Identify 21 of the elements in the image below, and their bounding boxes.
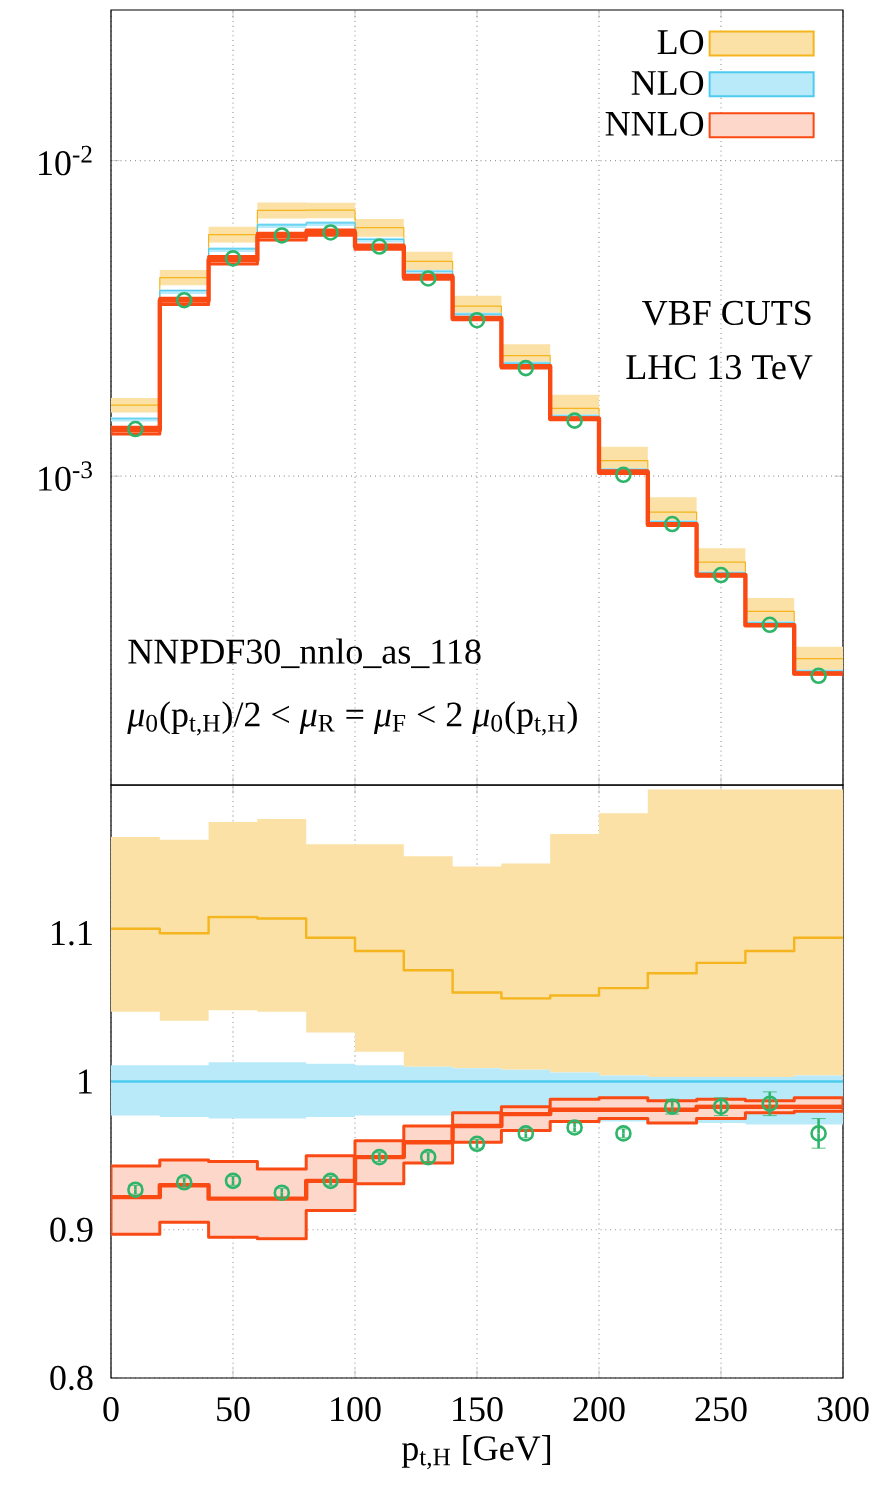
x-tick-label: 0 <box>103 1397 119 1422</box>
x-tick-label: 250 <box>695 1397 747 1422</box>
text: μ$_{0}$(p$_{t,H}$)/2 < μ$_{R}$ = μ$_{F}$ < 2 μ$_{0}$(p$_{t,H}$) <box>127 701 577 736</box>
y-tick-label: 0.8 <box>50 1365 93 1391</box>
annotation: NNPDF30_nnlo_as_118 <box>128 638 481 669</box>
annotation: LHC 13 TeV <box>626 355 813 380</box>
y-tick-label: 0.9 <box>50 1217 93 1242</box>
annotation: VBF CUTS <box>642 300 811 326</box>
legend-label: NNLO <box>605 111 704 136</box>
x-tick-label: 100 <box>331 1397 381 1422</box>
y-tick-label: 1 <box>79 1069 92 1094</box>
y-tick-label: 10$^{-2}$ <box>39 145 92 176</box>
x-tick-label: 150 <box>453 1397 503 1422</box>
legend-label: LO <box>657 30 704 55</box>
y-tick-label: 1.1 <box>52 921 92 946</box>
x-tick-label: 50 <box>217 1397 250 1422</box>
y-tick-label: 10$^{-3}$ <box>39 461 92 491</box>
x-axis-title: p$_{t,H}$ [GeV] <box>401 1435 551 1470</box>
x-tick-label: 300 <box>817 1397 869 1422</box>
x-tick-label: 200 <box>573 1397 625 1422</box>
legend-label: NLO <box>631 70 704 96</box>
